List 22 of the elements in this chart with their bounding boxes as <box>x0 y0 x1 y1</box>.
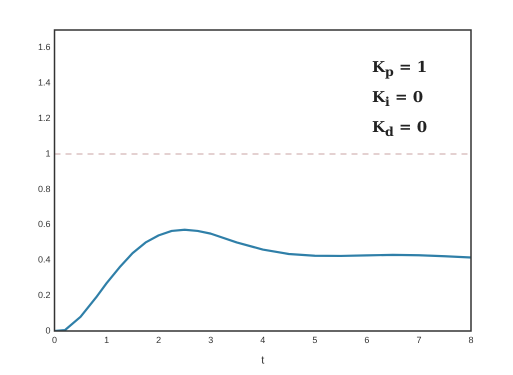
x-tick-label: 2 <box>156 334 162 345</box>
x-tick-label: 3 <box>208 334 214 345</box>
x-tick-label: 7 <box>416 334 422 345</box>
y-tick-label: 0 <box>45 325 51 336</box>
y-tick-label: 0.2 <box>38 290 51 300</box>
x-tick-label: 1 <box>104 334 110 345</box>
x-tick-label: 0 <box>52 334 58 345</box>
y-tick-label: 0.8 <box>38 184 51 194</box>
y-tick-label: 1.4 <box>38 78 51 88</box>
annotation: K$_{i}$ = 0 <box>372 88 424 109</box>
annotation: K$_{p}$ = 1 <box>372 58 428 79</box>
x-tick-label: 8 <box>468 334 474 345</box>
y-tick-label: 0.4 <box>38 254 51 265</box>
y-tick-label: 1 <box>45 148 51 158</box>
annotation: K$_{d}$ = 0 <box>372 118 428 139</box>
y-tick-label: 1.6 <box>38 42 51 52</box>
x-tick-label: 4 <box>260 334 266 345</box>
y-tick-label: 0.6 <box>38 219 51 230</box>
x-tick-label: 5 <box>312 334 318 345</box>
y-tick-label: 1.2 <box>38 113 51 124</box>
x-axis-title: t <box>261 354 264 366</box>
x-tick-label: 6 <box>364 334 370 345</box>
